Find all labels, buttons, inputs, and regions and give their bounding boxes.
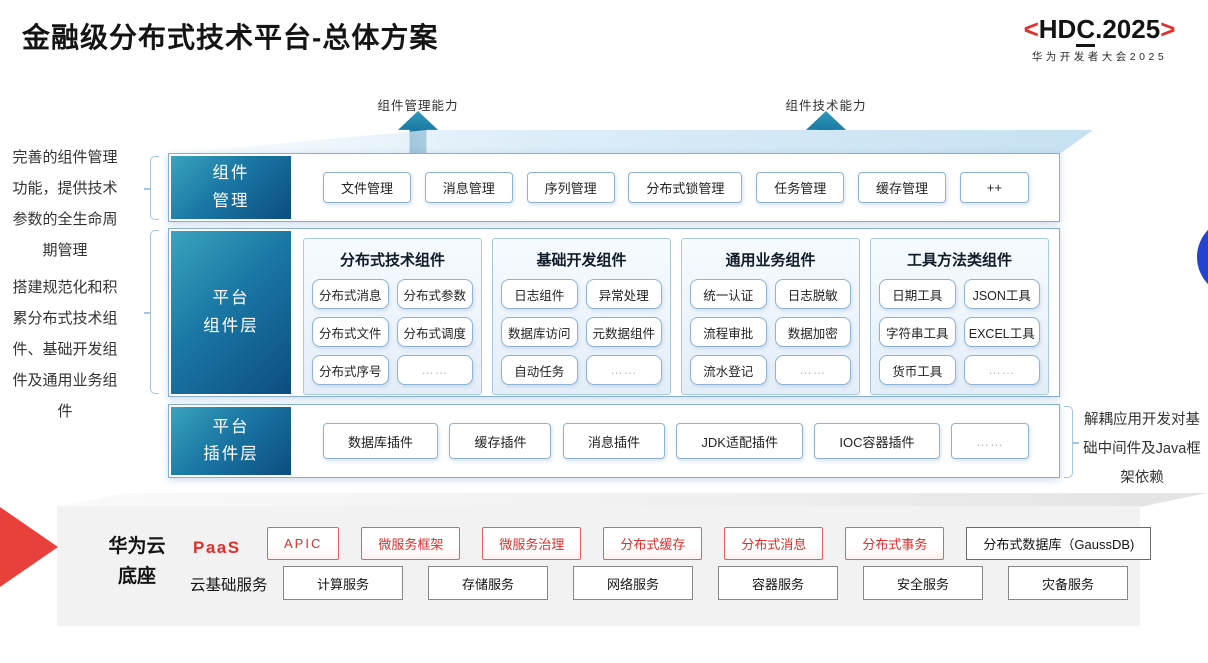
platform-plugin-layer-label: 平台 插件层 bbox=[171, 407, 291, 475]
plugin-box: 数据库插件 bbox=[323, 423, 439, 459]
component-management-row: 组件 管理 文件管理 消息管理 序列管理 分布式锁管理 任务管理 缓存管理 ++ bbox=[168, 153, 1060, 222]
column-tool-methods: 工具方法类组件 日期工具 JSON工具 字符串工具 EXCEL工具 货币工具 …… bbox=[870, 238, 1049, 395]
platform-component-layer-label: 平台 组件层 bbox=[171, 231, 291, 394]
column-common-business: 通用业务组件 统一认证 日志脱敏 流程审批 数据加密 流水登记 …… bbox=[681, 238, 860, 395]
cloud-services-row: 计算服务 存储服务 网络服务 容器服务 安全服务 灾备服务 bbox=[283, 566, 1128, 600]
cloud-service-box: 计算服务 bbox=[283, 566, 403, 600]
arrow-label-management: 组件管理能力 bbox=[377, 99, 459, 113]
component-management-items: 文件管理 消息管理 序列管理 分布式锁管理 任务管理 缓存管理 ++ bbox=[293, 154, 1059, 221]
component-box: 分布式消息 bbox=[312, 279, 389, 309]
component-box: 日志组件 bbox=[501, 279, 578, 309]
platform-component-layer-row: 平台 组件层 分布式技术组件 分布式消息 分布式参数 分布式文件 分布式调度 分… bbox=[168, 228, 1060, 397]
component-box: 异常处理 bbox=[585, 279, 662, 309]
gaussdb-box: 分布式数据库（GaussDB) bbox=[966, 527, 1152, 560]
logo-right-angle: > bbox=[1160, 14, 1176, 44]
component-box: 分布式序号 bbox=[312, 355, 389, 385]
main-box-top-face bbox=[168, 130, 1093, 154]
component-box-ellipsis: …… bbox=[963, 355, 1040, 385]
component-box: 数据加密 bbox=[774, 317, 851, 347]
logo-year: .2025 bbox=[1095, 14, 1161, 44]
logo-hd: HD bbox=[1038, 14, 1077, 44]
hdc-logo-text: <HDC.2025> bbox=[997, 14, 1202, 47]
component-box: 分布式参数 bbox=[396, 279, 473, 309]
column-distributed-tech: 分布式技术组件 分布式消息 分布式参数 分布式文件 分布式调度 分布式序号 …… bbox=[303, 238, 482, 395]
component-box: 消息管理 bbox=[424, 172, 513, 203]
blue-circle-decoration bbox=[1197, 218, 1208, 296]
component-box: 字符串工具 bbox=[879, 317, 956, 347]
platform-diagram: 组件 管理 文件管理 消息管理 序列管理 分布式锁管理 任务管理 缓存管理 ++… bbox=[168, 153, 1060, 478]
brace-row3 bbox=[1064, 406, 1079, 478]
component-box: 任务管理 bbox=[756, 172, 845, 203]
platform-plugin-items: 数据库插件 缓存插件 消息插件 JDK适配插件 IOC容器插件 …… bbox=[293, 405, 1059, 477]
cloud-service-box: 灾备服务 bbox=[1008, 566, 1128, 600]
component-box: 流程审批 bbox=[690, 317, 767, 347]
plugin-box: IOC容器插件 bbox=[814, 423, 940, 459]
plugin-box-ellipsis: …… bbox=[951, 423, 1029, 459]
logo-c-underlined: C bbox=[1076, 14, 1096, 47]
component-box: 缓存管理 bbox=[857, 172, 946, 203]
left-note-components: 搭建规范化和积累分布式技术组件、基础开发组件及通用业务组件 bbox=[12, 279, 118, 420]
component-box: 序列管理 bbox=[526, 172, 615, 203]
plugin-box: 消息插件 bbox=[562, 423, 665, 459]
paas-service-box: 微服务框架 bbox=[361, 527, 461, 560]
right-note-decouple: 解耦应用开发对基础中间件及Java框架依赖 bbox=[1083, 412, 1201, 486]
arrow-label-technology: 组件技术能力 bbox=[785, 99, 867, 113]
paas-service-box: 分布式缓存 bbox=[603, 527, 703, 560]
paas-services-row: APIC 微服务框架 微服务治理 分布式缓存 分布式消息 分布式事务 分布式数据… bbox=[267, 527, 1152, 560]
page-title: 金融级分布式技术平台-总体方案 bbox=[22, 22, 439, 53]
component-box-ellipsis: …… bbox=[585, 355, 662, 385]
component-box-more: ++ bbox=[959, 172, 1029, 203]
plugin-box: 缓存插件 bbox=[449, 423, 552, 459]
left-note-management: 完善的组件管理功能，提供技术参数的全生命周期管理 bbox=[12, 149, 118, 259]
huawei-cloud-foundation-panel: 华为云 底座 PaaS APIC 微服务框架 微服务治理 分布式缓存 分布式消息… bbox=[57, 506, 1152, 626]
cloud-basic-services-label: 云基础服务 bbox=[190, 577, 268, 594]
cloud-service-box: 存储服务 bbox=[428, 566, 548, 600]
huawei-cloud-base-label: 华为云 底座 bbox=[108, 536, 166, 587]
hdc-logo-subtitle: 华为开发者大会2025 bbox=[1031, 51, 1168, 63]
paas-label: PaaS bbox=[193, 538, 241, 557]
logo-left-angle: < bbox=[1023, 14, 1039, 44]
component-management-label: 组件 管理 bbox=[171, 156, 291, 219]
component-box: 统一认证 bbox=[690, 279, 767, 309]
foundation-top-face bbox=[57, 493, 1207, 507]
component-box: JSON工具 bbox=[963, 279, 1040, 309]
component-box: 日期工具 bbox=[879, 279, 956, 309]
component-box: 日志脱敏 bbox=[774, 279, 851, 309]
platform-plugin-layer-row: 平台 插件层 数据库插件 缓存插件 消息插件 JDK适配插件 IOC容器插件 …… bbox=[168, 404, 1060, 478]
column-basic-dev: 基础开发组件 日志组件 异常处理 数据库访问 元数据组件 自动任务 …… bbox=[492, 238, 671, 395]
component-box-ellipsis: …… bbox=[396, 355, 473, 385]
component-box: 分布式锁管理 bbox=[628, 172, 743, 203]
hdc-logo: <HDC.2025> 华为开发者大会2025 bbox=[997, 14, 1202, 64]
paas-service-box: 微服务治理 bbox=[482, 527, 582, 560]
plugin-box: JDK适配插件 bbox=[676, 423, 803, 459]
cloud-service-box: 安全服务 bbox=[863, 566, 983, 600]
component-box-ellipsis: …… bbox=[774, 355, 851, 385]
component-box: 自动任务 bbox=[501, 355, 578, 385]
brace-row2 bbox=[144, 230, 159, 394]
paas-service-box: APIC bbox=[267, 527, 340, 560]
component-box: 货币工具 bbox=[879, 355, 956, 385]
component-box: 分布式文件 bbox=[312, 317, 389, 347]
paas-service-box: 分布式消息 bbox=[724, 527, 824, 560]
brace-row1 bbox=[144, 156, 159, 220]
component-box: 数据库访问 bbox=[501, 317, 578, 347]
paas-service-box: 分布式事务 bbox=[845, 527, 945, 560]
cloud-service-box: 容器服务 bbox=[718, 566, 838, 600]
platform-component-columns: 分布式技术组件 分布式消息 分布式参数 分布式文件 分布式调度 分布式序号 ……… bbox=[293, 229, 1059, 396]
component-box: EXCEL工具 bbox=[963, 317, 1040, 347]
component-box: 元数据组件 bbox=[585, 317, 662, 347]
component-box: 流水登记 bbox=[690, 355, 767, 385]
component-box: 文件管理 bbox=[323, 172, 412, 203]
red-arrow-icon bbox=[0, 507, 58, 587]
component-box: 分布式调度 bbox=[396, 317, 473, 347]
cloud-service-box: 网络服务 bbox=[573, 566, 693, 600]
